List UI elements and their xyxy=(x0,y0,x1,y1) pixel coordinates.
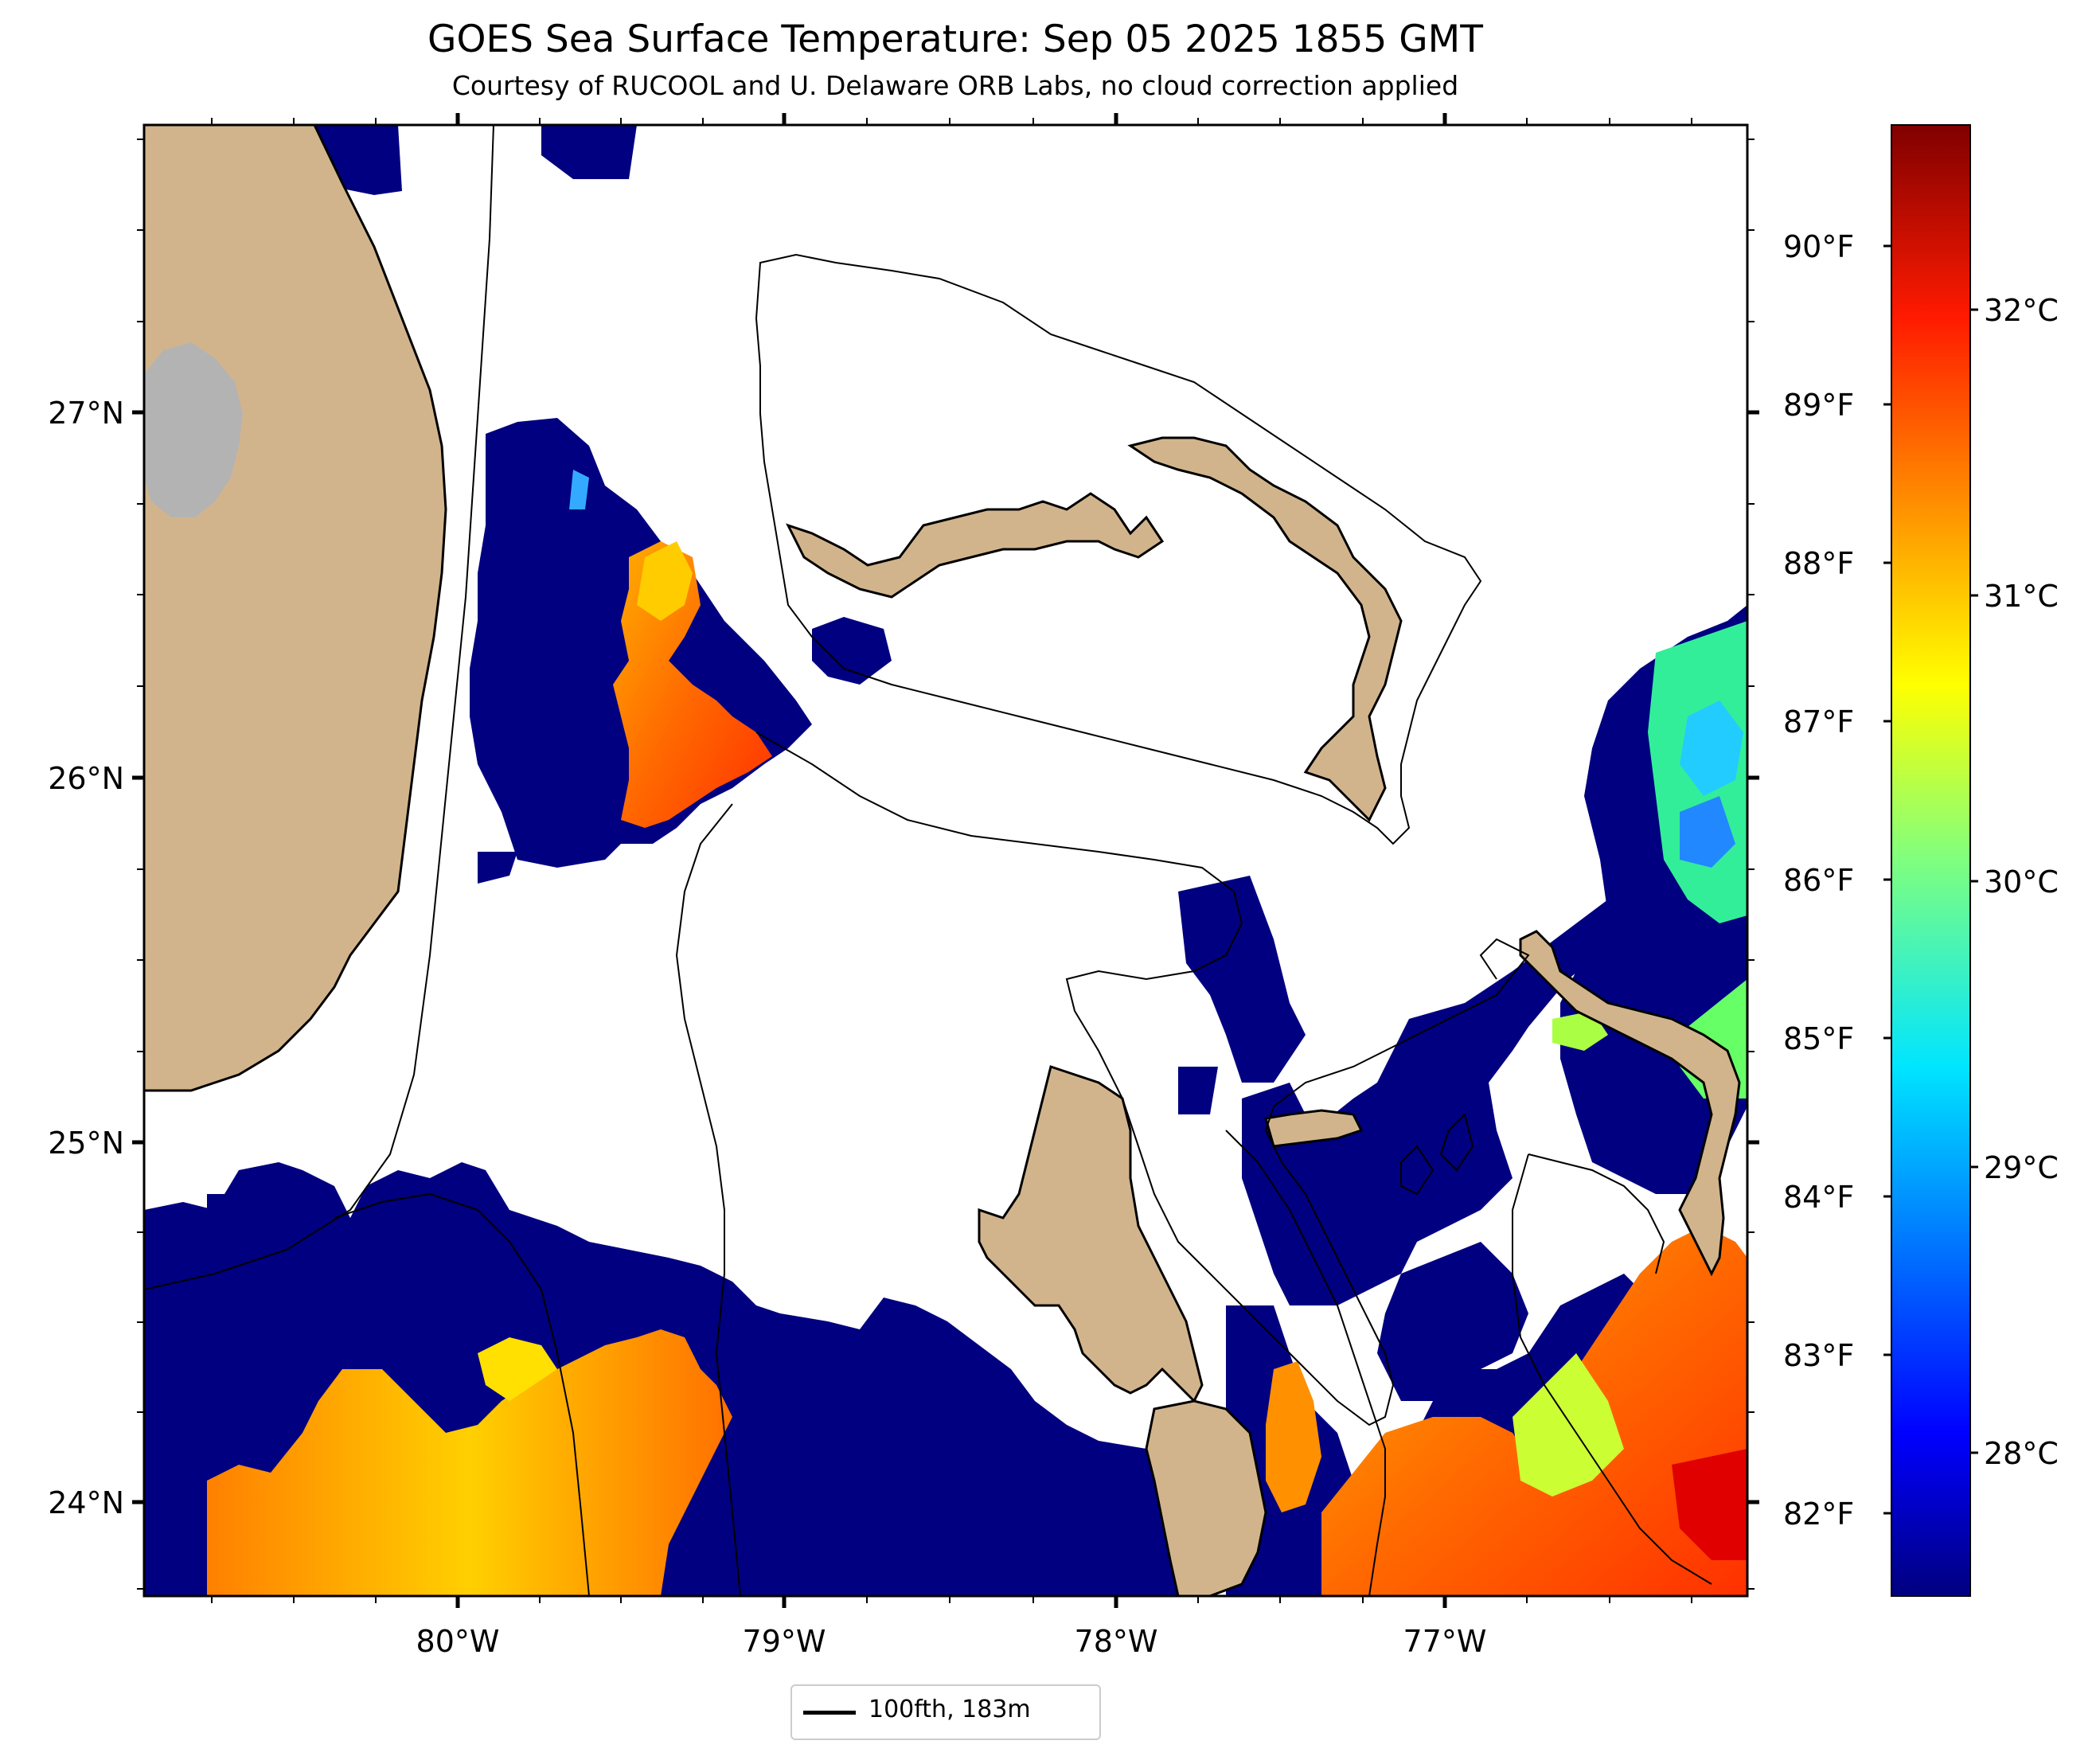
lat-label: 27°N xyxy=(48,396,124,431)
colorbar xyxy=(1891,124,1971,1597)
lon-label: 79°W xyxy=(743,1624,826,1659)
eleuthera xyxy=(1519,930,1741,1277)
lat-labels: 27°N 26°N 25°N 24°N xyxy=(48,396,124,1520)
celsius-ticks xyxy=(1970,308,1978,1454)
celsius-labels: 32°C 31°C 30°C 29°C 28°C xyxy=(1984,293,2059,1471)
f-label: 83°F xyxy=(1783,1338,1854,1373)
bathymetry-contour xyxy=(144,125,1712,1596)
lon-label: 78°W xyxy=(1075,1624,1158,1659)
f-label: 86°F xyxy=(1783,863,1854,898)
map-area xyxy=(144,125,1747,1596)
lon-label: 77°W xyxy=(1403,1624,1487,1659)
lon-major-ticks xyxy=(455,113,1447,1608)
andros-south xyxy=(1145,1399,1267,1596)
f-label: 88°F xyxy=(1783,546,1854,581)
lat-label: 24°N xyxy=(48,1485,124,1520)
f-label: 85°F xyxy=(1783,1021,1854,1056)
grand-bahama xyxy=(786,492,1165,599)
f-label: 84°F xyxy=(1783,1180,1854,1215)
lat-major-ticks xyxy=(132,410,1759,1504)
lake-okeechobee xyxy=(144,342,243,517)
c-label: 32°C xyxy=(1984,293,2059,328)
warm-water-regions xyxy=(207,470,1747,1596)
lon-labels: 80°W 79°W 78°W 77°W xyxy=(416,1624,1487,1659)
c-label: 29°C xyxy=(1984,1150,2059,1185)
fahrenheit-labels: 90°F 89°F 88°F 87°F 86°F 85°F 84°F 83°F … xyxy=(1783,229,1854,1532)
map-frame xyxy=(142,123,1749,1598)
f-label: 90°F xyxy=(1783,229,1854,264)
c-label: 28°C xyxy=(1984,1436,2059,1471)
new-providence xyxy=(1264,1109,1364,1148)
f-label: 87°F xyxy=(1783,704,1854,740)
map-subtitle: Courtesy of RUCOOL and U. Delaware ORB L… xyxy=(451,70,1459,101)
lat-label: 25°N xyxy=(48,1126,124,1161)
legend-line-swatch xyxy=(803,1711,856,1715)
legend-label: 100fth, 183m xyxy=(868,1696,1031,1723)
abaco xyxy=(1127,436,1403,822)
fahrenheit-ticks xyxy=(1883,244,1891,1515)
f-label: 82°F xyxy=(1783,1497,1854,1532)
minor-ticks xyxy=(137,118,1755,1603)
legend: 100fth, 183m xyxy=(790,1684,1101,1740)
map-title: GOES Sea Surface Temperature: Sep 05 202… xyxy=(427,18,1483,61)
andros xyxy=(978,1065,1204,1403)
lon-label: 80°W xyxy=(416,1624,500,1659)
c-label: 30°C xyxy=(1984,864,2059,900)
c-label: 31°C xyxy=(1984,579,2059,614)
f-label: 89°F xyxy=(1783,388,1854,423)
lat-label: 26°N xyxy=(48,761,124,796)
